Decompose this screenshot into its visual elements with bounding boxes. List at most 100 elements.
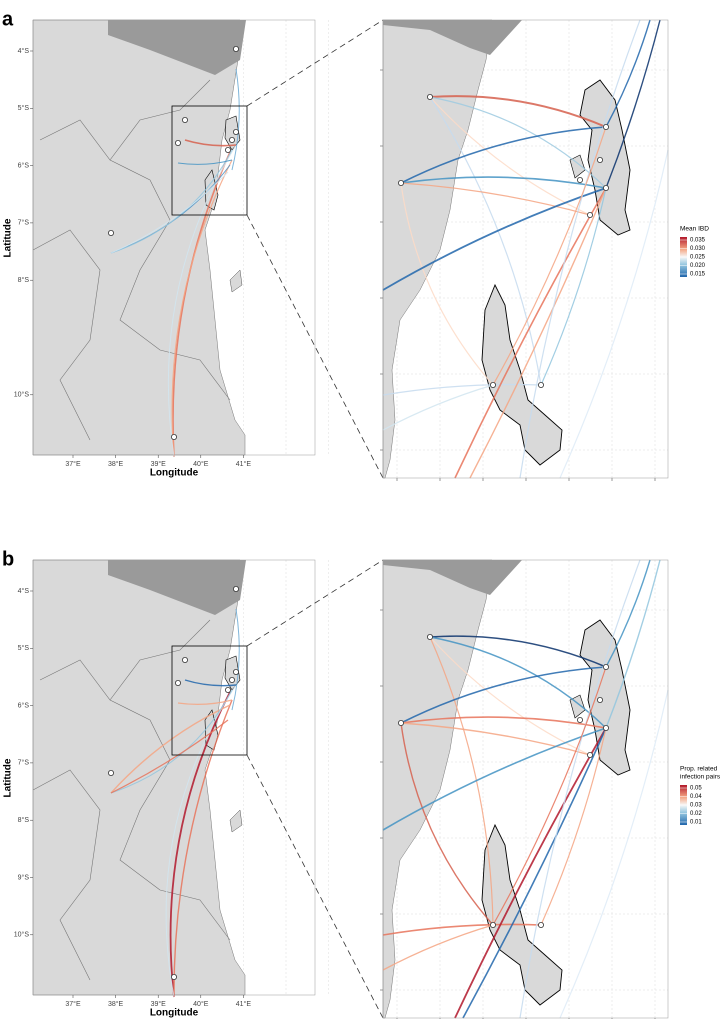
connection-arc xyxy=(110,689,233,794)
connection-arc xyxy=(382,727,607,831)
connection-arc xyxy=(173,699,233,998)
site xyxy=(232,45,239,52)
island xyxy=(579,79,631,236)
connection-arc xyxy=(540,727,607,926)
connection-arc xyxy=(605,19,661,189)
map-border xyxy=(382,19,669,479)
site xyxy=(174,680,181,687)
site xyxy=(108,769,115,776)
y-axis-title: Latitude xyxy=(3,758,14,797)
connection-arc xyxy=(400,722,494,926)
legend-tick-label: 0.05 xyxy=(690,786,702,792)
legend: Mean IBD 0.035 0.030 0.025 0.020 0.015 xyxy=(680,226,709,278)
lon-tick-label: 40°E xyxy=(193,460,209,468)
connection-arc xyxy=(382,924,494,971)
land xyxy=(32,559,246,996)
x-axis-title: Longitude xyxy=(150,468,199,479)
connection-arc xyxy=(400,182,591,216)
connection-arc xyxy=(400,716,607,729)
lat-tick-label: 8°S xyxy=(18,816,30,824)
connection-arc xyxy=(110,719,229,794)
lat-tick-label: 7°S xyxy=(18,219,30,227)
panel: a 4°S 5°S 6°S 7°S 8°S 10°S 37°E 38°E 39°E 40°E 41°E… xyxy=(2,8,709,481)
connection-arc xyxy=(429,96,542,386)
lon-tick-label: 37°E xyxy=(65,460,81,468)
overview-map: 4°S 5°S 6°S 7°S 8°S 10°S 37°E 38°E 39°E 40°E 41°E L… xyxy=(3,19,329,479)
site xyxy=(232,585,239,592)
connection-arc xyxy=(540,187,607,386)
island xyxy=(481,283,563,466)
border xyxy=(109,79,211,161)
site xyxy=(224,147,231,154)
site xyxy=(170,433,177,440)
site xyxy=(597,156,604,163)
connection-arc xyxy=(605,559,661,729)
site xyxy=(397,719,404,726)
lon-tick-label: 40°E xyxy=(193,1000,209,1008)
zoom-connector xyxy=(246,559,384,647)
land xyxy=(32,19,246,456)
site xyxy=(232,669,239,676)
connection-arc xyxy=(469,187,607,479)
lat-tick-label: 4°S xyxy=(18,587,30,595)
site xyxy=(228,137,235,144)
connection-arc xyxy=(429,636,494,926)
lat-tick-label: 7°S xyxy=(18,759,30,767)
site xyxy=(489,921,496,928)
lon-tick-label: 38°E xyxy=(108,1000,124,1008)
connection-arc xyxy=(400,722,591,756)
connection-arc xyxy=(165,684,237,998)
connection-arc xyxy=(429,96,607,189)
connection-arc xyxy=(492,666,607,926)
connection-arc xyxy=(231,608,240,711)
site xyxy=(232,129,239,136)
land xyxy=(382,19,493,479)
connection-arc xyxy=(559,149,669,479)
lon-tick-label: 39°E xyxy=(151,1000,167,1008)
border xyxy=(109,619,211,701)
site xyxy=(577,176,584,183)
zoom-box xyxy=(171,105,248,216)
overview-map: 4°S 5°S 6°S 7°S 8°S 9°S 10°S 37°E 38°E 39°E 40°E 41… xyxy=(3,559,329,1019)
lat-tick-label: 6°S xyxy=(18,701,30,709)
neighbour-country xyxy=(383,20,522,55)
map-border xyxy=(382,559,669,1019)
legend-title: infection pairs xyxy=(680,774,720,781)
zoom-box xyxy=(171,645,248,756)
panel-label: a xyxy=(2,8,14,30)
x-axis-title: Longitude xyxy=(150,1008,199,1019)
connection-arc xyxy=(231,68,240,171)
legend-tick-label: 0.03 xyxy=(690,803,702,809)
island xyxy=(229,269,243,293)
y-axis-title: Latitude xyxy=(3,218,14,257)
lon-tick-label: 37°E xyxy=(65,1000,81,1008)
site xyxy=(587,751,594,758)
lat-tick-label: 5°S xyxy=(18,104,30,112)
connection-arc xyxy=(382,383,542,396)
lon-tick-label: 41°E xyxy=(236,1000,252,1008)
border xyxy=(32,769,101,981)
map-border xyxy=(32,19,316,456)
site xyxy=(228,677,235,684)
connection-arc xyxy=(429,635,607,668)
zoom-map xyxy=(380,19,669,481)
lat-tick-label: 8°S xyxy=(18,276,30,284)
connection-arc xyxy=(171,159,233,458)
legend-tick-label: 0.02 xyxy=(690,811,702,817)
lon-tick-label: 39°E xyxy=(151,460,167,468)
connection-arc xyxy=(605,19,651,128)
lon-tick-label: 38°E xyxy=(108,460,124,468)
site xyxy=(170,973,177,980)
zoom-map xyxy=(380,559,669,1019)
connection-arc xyxy=(184,679,237,687)
zoom-connector xyxy=(246,19,384,107)
lat-tick-label: 6°S xyxy=(18,161,30,169)
connection-arc xyxy=(454,727,607,1019)
site xyxy=(174,140,181,147)
map-border xyxy=(32,559,316,996)
connection-arc xyxy=(559,689,669,1019)
site xyxy=(181,117,188,124)
site xyxy=(538,381,545,388)
